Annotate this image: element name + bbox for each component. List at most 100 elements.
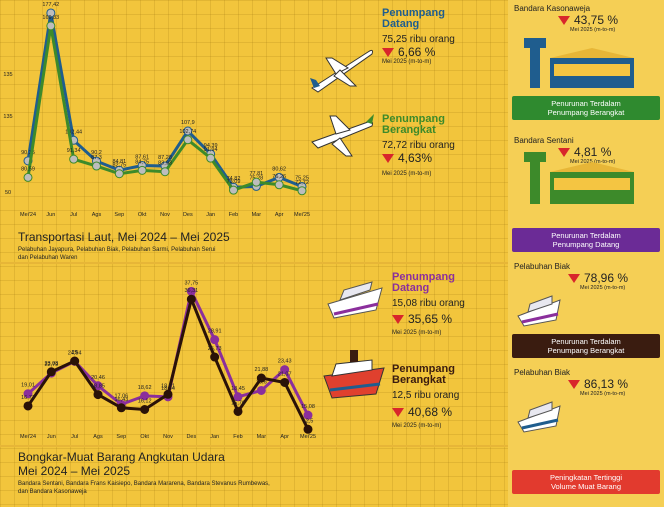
highlight-pct: 78,96 % [584, 271, 629, 285]
data-point [186, 294, 196, 304]
data-label: 37,75 [184, 280, 198, 286]
data-label: 80,59 [21, 166, 35, 172]
x-tick-label: Mar [257, 434, 267, 440]
air-departure-block: Penumpang Berangkat 72,72 ribu orang 4,6… [382, 114, 455, 177]
x-tick-label: Des [183, 212, 193, 218]
data-label: 23,43 [278, 359, 292, 365]
x-tick-label: Mei'24 [20, 434, 36, 440]
x-tick-label: Jan [210, 434, 219, 440]
data-label: 169,83 [42, 15, 59, 21]
data-label: 15,08 [301, 404, 315, 410]
highlight-item-1: Bandara Kasonaweja 43,75 % Mei 2025 (m-t… [514, 4, 654, 33]
data-label: 107,9 [181, 120, 195, 126]
data-label: 84,81 [112, 159, 126, 165]
data-point [23, 389, 33, 399]
sea-departure-pct: 40,68 % [408, 405, 453, 419]
air-arrival-note: Mei 2025 (m-to-m) [382, 59, 432, 65]
data-label: 73,09 [227, 179, 241, 185]
air-departure-pct: 4,63% [398, 151, 433, 165]
highlight-note: Mei 2025 (m-to-m) [580, 391, 626, 397]
data-point [163, 389, 173, 399]
data-label: 22,79 [44, 362, 58, 368]
data-point [206, 153, 216, 163]
down-arrow-icon [568, 380, 580, 390]
down-arrow-icon [558, 148, 570, 158]
sea-arrival-pct: 35,65 % [408, 312, 453, 326]
x-tick-label: Feb [233, 434, 242, 440]
air-arrival-value: 75,25 ribu orang [382, 34, 455, 45]
left-panel: 135 135 50 Mei'24 Jun Jul Ags Sep Okt Nov Des Jan Fe… [0, 2, 508, 496]
ship-icon [517, 401, 561, 433]
x-tick-label: Mei'25 [300, 434, 316, 440]
data-point [251, 177, 261, 187]
air-passenger-chart: 135 135 50 Mei'24 Jun Jul Ags Sep Okt Nov Des Jan Fe… [3, 2, 310, 218]
data-point [69, 154, 79, 164]
data-point [303, 410, 313, 420]
data-label: 83,93 [158, 161, 172, 167]
data-point [116, 403, 126, 413]
airplane-icon [311, 114, 374, 157]
data-point [46, 8, 56, 18]
data-label: 94,39 [204, 143, 218, 149]
data-point [92, 161, 101, 171]
data-label: 74,82 [227, 176, 241, 182]
data-label: 90,35 [21, 150, 35, 156]
data-label: 23,03 [44, 361, 58, 367]
data-label: 17,06 [114, 393, 128, 399]
sea-arrival-value: 15,08 ribu orang [392, 298, 465, 309]
ship-icon [517, 295, 561, 327]
data-label: 16,12 [138, 398, 152, 404]
data-label: 80,62 [272, 166, 286, 172]
data-point [137, 165, 147, 175]
banner-3: Penurunan Terdalam Penumpang Berangkat [512, 334, 660, 358]
cargo-section-header: Bongkar-Muat Barang Angkutan Udara Mei 2… [18, 450, 438, 496]
highlight-pct: 86,13 % [584, 377, 629, 391]
airplane-icon [310, 49, 373, 93]
data-point [93, 381, 103, 391]
highlight-label: Bandara Kasonaweja [514, 4, 591, 13]
sea-passenger-chart: 50Mei'24JunJulAgsSepOktNovDesJanFebMarAp… [20, 280, 316, 440]
air-departure-title: Penumpang Berangkat [382, 113, 445, 136]
highlight-note: Mei 2025 (m-to-m) [570, 27, 616, 33]
x-tick-label: Jan [206, 212, 215, 218]
data-label: 16,77 [21, 395, 35, 401]
highlight-note: Mei 2025 (m-to-m) [580, 285, 626, 291]
data-point [303, 424, 313, 434]
x-tick-label: Ags [93, 434, 103, 440]
sea-arrival-title: Penumpang Datang [392, 271, 455, 294]
data-point [93, 390, 103, 400]
y-tick-label: 135 [3, 72, 12, 78]
x-tick-label: Jul [71, 434, 78, 440]
air-arrival-block: Penumpang Datang 75,25 ribu orang 6,66 %… [382, 8, 455, 65]
data-point [280, 377, 290, 387]
data-label: 12,5 [303, 418, 314, 424]
banner-1: Penurunan Terdalam Penumpang Berangkat [512, 96, 660, 120]
airport-building-icon [524, 38, 634, 88]
data-label: 77,81 [249, 171, 263, 177]
down-arrow-icon [568, 274, 580, 284]
highlight-pct: 43,75 % [574, 13, 619, 27]
data-label: 18,62 [138, 385, 152, 391]
data-point [274, 180, 284, 190]
banner-2: Penurunan Terdalam Penumpang Datang [512, 228, 660, 252]
sea-departure-block: Penumpang Berangkat 12,5 ribu orang 40,6… [392, 364, 459, 429]
highlight-label: Pelabuhan Biak [514, 262, 571, 271]
data-point [160, 167, 170, 177]
data-point [46, 367, 56, 377]
x-tick-label: Jun [47, 434, 56, 440]
data-label: 102,74 [179, 129, 196, 135]
data-point [280, 365, 290, 375]
data-label: 18,45 [231, 386, 245, 392]
data-point [23, 172, 33, 182]
highlight-label: Bandara Sentani [514, 136, 574, 145]
data-point [297, 186, 307, 196]
data-point [256, 385, 266, 395]
data-label: 91,34 [67, 148, 81, 154]
data-label: 102,44 [65, 129, 82, 135]
data-point [114, 169, 124, 179]
data-point [46, 21, 56, 31]
data-point [183, 135, 193, 145]
divider [0, 262, 508, 264]
ship-icon [327, 281, 383, 319]
data-point [183, 126, 193, 136]
